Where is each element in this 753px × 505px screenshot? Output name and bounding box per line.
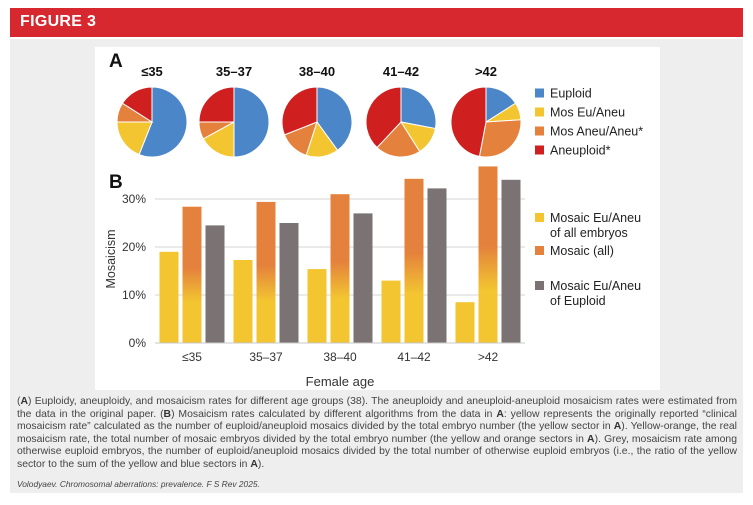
- bar-mosaic-eu-aneu-euploid: [205, 225, 225, 343]
- y-tick-label: 0%: [129, 336, 147, 350]
- bar-legend-swatch: [535, 246, 544, 255]
- bar-mosaic-eu-aneu-all: [233, 260, 253, 343]
- bar-mosaic-all: [330, 194, 350, 343]
- pie-slice-mos-aneu-aneu: [376, 121, 421, 158]
- pie-group-label: 41–42: [383, 64, 419, 79]
- pie-slice-mos-eu-aneu: [116, 121, 153, 156]
- pie-group-label: 35–37: [216, 64, 252, 79]
- pie-slice-euploid: [138, 86, 188, 158]
- bar-legend-label: Mosaic (all): [550, 244, 614, 258]
- x-tick-label: ≤35: [182, 350, 202, 364]
- pie-slice-aneuploid: [198, 86, 235, 123]
- bar-mosaic-eu-aneu-all: [381, 280, 401, 343]
- pie-group-label: ≤35: [141, 64, 163, 79]
- pie-group-label: 38–40: [299, 64, 335, 79]
- panel-b-label: B: [109, 172, 123, 193]
- figure-canvas: A B ≤35 35–37 38–40 41–42 >42 Euploid Mos Eu/…: [95, 47, 660, 390]
- y-tick-label: 20%: [122, 240, 146, 254]
- pie-slice-euploid: [400, 86, 437, 130]
- bar-mosaic-eu-aneu-euploid: [427, 188, 447, 343]
- bar-legend-label: Mosaic Eu/Aneu: [550, 211, 641, 225]
- x-axis-label: Female age: [306, 374, 375, 389]
- pie-slice-euploid: [316, 86, 353, 152]
- bar-legend-swatch: [535, 281, 544, 290]
- pie-legend-swatch: [535, 107, 544, 117]
- bar-mosaic-all: [478, 166, 498, 343]
- pie-slice-euploid: [233, 86, 270, 158]
- pie-legend-label: Euploid: [550, 87, 592, 101]
- bar-mosaic-eu-aneu-euploid: [353, 213, 373, 343]
- pie-group-label: >42: [475, 64, 497, 79]
- panel-a-label: A: [109, 51, 123, 72]
- pie-legend-label: Aneuploid*: [550, 144, 611, 158]
- figure-title: FIGURE 3: [20, 13, 97, 30]
- pie-slice-aneuploid: [450, 86, 487, 157]
- bar-legend-label: Mosaic Eu/Aneu: [550, 279, 641, 293]
- bar-mosaic-all: [182, 206, 202, 343]
- pie-slice-aneuploid: [121, 86, 153, 123]
- bar-mosaic-eu-aneu-all: [159, 251, 179, 343]
- chart-svg: A B ≤35 35–37 38–40 41–42 >42 Euploid Mos Eu/…: [104, 51, 643, 389]
- x-tick-label: 38–40: [323, 350, 357, 364]
- pie-slice-aneuploid: [281, 86, 318, 136]
- pie-slice-aneuploid: [365, 86, 402, 149]
- bar-mosaic-eu-aneu-euploid: [501, 179, 521, 343]
- bar-chart: 0% 10% 20% 30% Mosaicism Female age ≤35 35–37 38…: [104, 166, 525, 389]
- x-tick-label: >42: [478, 350, 499, 364]
- figure-citation: Volodyaev. Chromosomal aberrations: prev…: [17, 479, 260, 489]
- pie-legend: Euploid Mos Eu/Aneu Mos Aneu/Aneu* Aneuploi…: [535, 87, 643, 158]
- pie-charts: ≤35 35–37 38–40 41–42 >42: [116, 64, 522, 158]
- pie-slice-mos-aneu-aneu: [478, 119, 522, 158]
- pie-legend-swatch: [535, 145, 544, 155]
- bar-mosaic-eu-aneu-all: [455, 302, 475, 343]
- bar-mosaic-eu-aneu-all: [307, 269, 327, 343]
- y-axis-label: Mosaicism: [104, 229, 118, 288]
- bar-legend-label: of Euploid: [550, 294, 606, 308]
- bar-mosaic-all: [404, 178, 424, 343]
- y-tick-label: 10%: [122, 288, 146, 302]
- pie-legend-swatch: [535, 126, 544, 136]
- x-tick-label: 41–42: [397, 350, 431, 364]
- x-tick-label: 35–37: [249, 350, 283, 364]
- bar-mosaic-all: [256, 201, 276, 343]
- figure-caption: (A) Euploidy, aneuploidy, and mosaicism …: [17, 396, 737, 470]
- figure-header: FIGURE 3: [10, 8, 743, 37]
- bar-mosaic-eu-aneu-euploid: [279, 223, 299, 343]
- bar-legend-swatch: [535, 213, 544, 222]
- pie-legend-label: Mos Eu/Aneu: [550, 106, 625, 120]
- pie-legend-swatch: [535, 88, 544, 98]
- pie-legend-label: Mos Aneu/Aneu*: [550, 125, 643, 139]
- y-tick-label: 30%: [122, 192, 146, 206]
- bar-legend-label: of all embryos: [550, 226, 628, 240]
